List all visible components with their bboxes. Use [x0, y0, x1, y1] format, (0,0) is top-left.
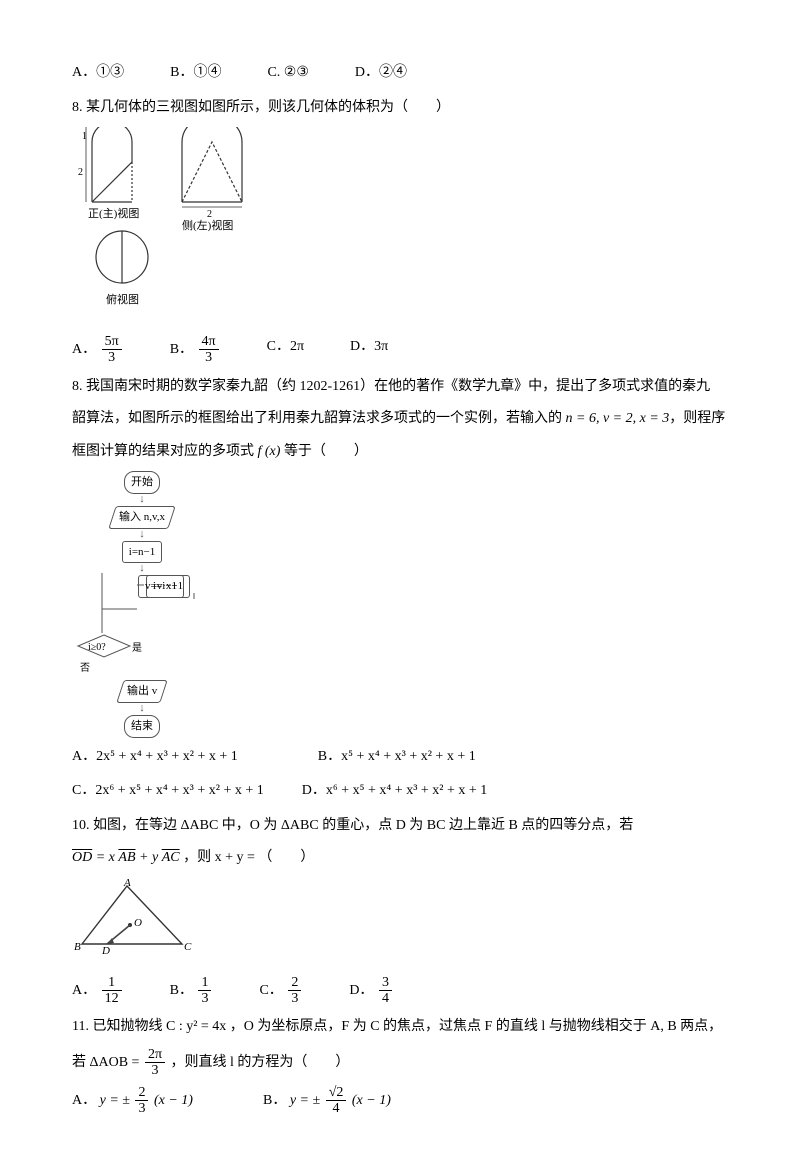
q10-choice-a: A． 112: [72, 975, 124, 1007]
q8b-choices-row2: C．2x⁶ + x⁵ + x⁴ + x³ + x² + x + 1 D．x⁶ +…: [72, 778, 728, 805]
q8a-text: 8. 某几何体的三视图如图所示，则该几何体的体积为（ ）: [72, 95, 728, 122]
q8b-line1b: 韶算法，如图所示的框图给出了利用秦九韶算法求多项式的一个实例，若输入的 n = …: [72, 406, 728, 433]
q10-figure: A B C D O: [72, 878, 728, 969]
flow-out: 输出 v: [116, 680, 168, 703]
flow-yes: 是: [132, 639, 142, 658]
q8b-line2: 框图计算的结果对应的多项式 f (x) 等于（ ）: [72, 439, 728, 466]
label: A．: [72, 342, 96, 357]
q7-choice-c: C. ②③: [267, 60, 308, 87]
label: B．: [170, 342, 193, 357]
svg-text:侧(左)视图: 侧(左)视图: [182, 218, 233, 232]
q10-choice-c: C． 23: [259, 975, 303, 1007]
svg-text:B: B: [74, 941, 81, 953]
q8b-choice-d: D．x⁶ + x⁵ + x⁴ + x³ + x² + x + 1: [302, 778, 488, 805]
q7-choice-b: B．①④: [170, 60, 221, 87]
svg-text:正(主)视图: 正(主)视图: [88, 206, 139, 220]
flow-s1: i=n−1: [122, 541, 162, 564]
svg-text:2: 2: [207, 209, 212, 220]
q8a-choice-b: B． 4π3: [170, 334, 221, 366]
q8a-choice-a: A． 5π3: [72, 334, 124, 366]
q8a-choice-d: D．3π: [350, 334, 388, 366]
svg-text:O: O: [134, 917, 142, 929]
q8a-choice-c: C．2π: [267, 334, 304, 366]
q7-choice-d: D．②④: [355, 60, 407, 87]
svg-text:C: C: [184, 941, 192, 953]
q11-line2: 若 ΔAOB = 2π3 ，则直线 l 的方程为（ ）: [72, 1047, 728, 1079]
q8b-choice-a: A．2x⁵ + x⁴ + x³ + x² + x + 1: [72, 744, 238, 771]
q7-choice-a: A．①③: [72, 60, 124, 87]
flow-no: 否: [80, 659, 212, 678]
q8b-choices-row1: A．2x⁵ + x⁴ + x³ + x² + x + 1 B．x⁵ + x⁴ +…: [72, 744, 728, 771]
q8a-figure: 1 2 正(主)视图 2 侧(左)视图 俯视图: [72, 127, 728, 328]
q8a-choices: A． 5π3 B． 4π3 C．2π D．3π: [72, 334, 728, 366]
q8b-choice-b: B．x⁵ + x⁴ + x³ + x² + x + 1: [318, 744, 476, 771]
q10-choice-d: D． 34: [349, 975, 394, 1007]
svg-text:俯视图: 俯视图: [106, 292, 139, 306]
q11-line1: 11. 已知抛物线 C : y² = 4x ，O 为坐标原点，F 为 C 的焦点…: [72, 1014, 728, 1041]
q11-choice-b: B． y = ± √24 (x − 1): [263, 1085, 391, 1117]
flow-input: 输入 n,v,x: [108, 506, 175, 529]
q8b-flowchart: 开始 ↓ 输入 n,v,x ↓ i=n−1 ↓ i=i−1 v=v·x+1 i≥…: [72, 471, 212, 737]
flow-end: 结束: [124, 715, 160, 738]
q8b-line1a: 8. 我国南宋时期的数学家秦九韶（约 1202-1261）在他的著作《数学九章》…: [72, 374, 728, 401]
q11-choice-a: A． y = ± 23 (x − 1): [72, 1085, 193, 1117]
q10-choices: A． 112 B． 13 C． 23 D． 34: [72, 975, 728, 1007]
q10-choice-b: B． 13: [170, 975, 214, 1007]
flow-cond: i≥0?: [88, 638, 106, 657]
svg-text:2: 2: [78, 167, 83, 178]
flow-start: 开始: [124, 471, 160, 494]
q8b-choice-c: C．2x⁶ + x⁵ + x⁴ + x³ + x² + x + 1: [72, 778, 264, 805]
q11-choices: A． y = ± 23 (x − 1) B． y = ± √24 (x − 1): [72, 1085, 728, 1117]
svg-text:D: D: [101, 945, 110, 957]
q10-line1: 10. 如图，在等边 ΔABC 中，O 为 ΔABC 的重心，点 D 为 BC …: [72, 813, 728, 840]
svg-text:A: A: [123, 878, 131, 889]
q7-choices-row: A．①③ B．①④ C. ②③ D．②④: [72, 60, 728, 87]
q10-line2: OD = x AB + y AC ，则 x + y = （ ）: [72, 845, 728, 872]
